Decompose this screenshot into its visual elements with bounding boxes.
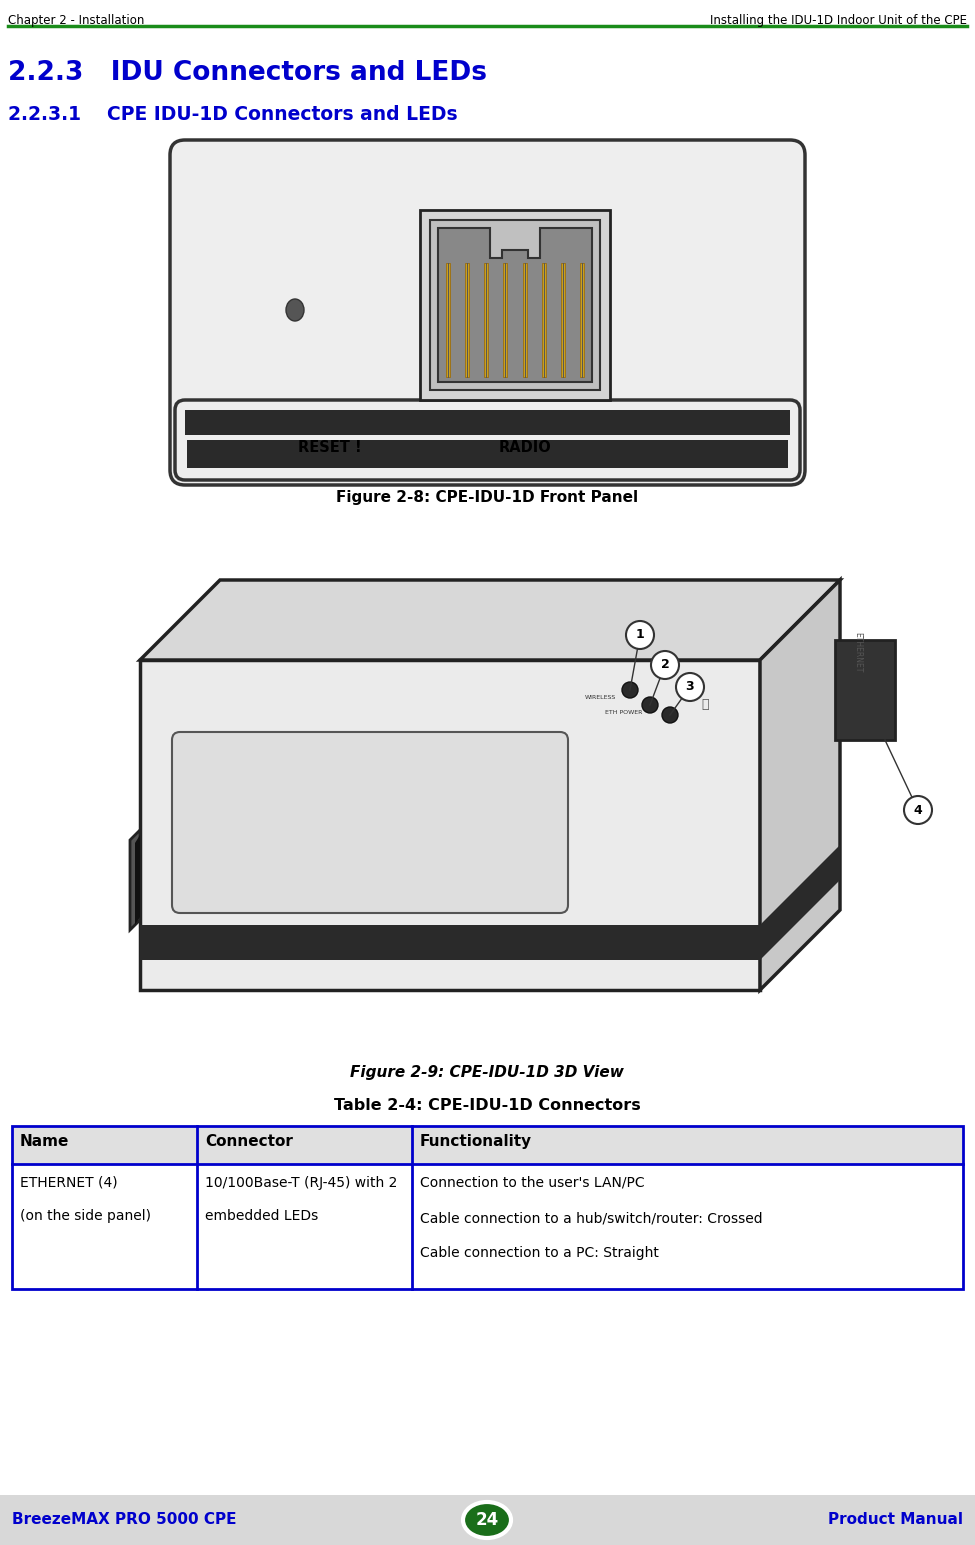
Bar <box>485 263 488 377</box>
Text: Functionality: Functionality <box>420 1134 532 1149</box>
Text: (on the side panel): (on the side panel) <box>20 1210 151 1224</box>
Polygon shape <box>835 640 895 740</box>
Text: Figure 2-8: CPE-IDU-1D Front Panel: Figure 2-8: CPE-IDU-1D Front Panel <box>336 490 638 505</box>
Text: 2: 2 <box>661 658 670 672</box>
Bar <box>580 263 584 377</box>
Polygon shape <box>140 579 840 660</box>
Polygon shape <box>130 830 140 930</box>
Circle shape <box>904 796 932 823</box>
Polygon shape <box>438 229 592 382</box>
Ellipse shape <box>286 300 304 321</box>
Text: WIRELESS: WIRELESS <box>585 695 616 700</box>
Bar <box>446 263 450 377</box>
Polygon shape <box>140 925 760 959</box>
Text: RESET !: RESET ! <box>298 440 362 454</box>
Text: 4: 4 <box>914 803 922 816</box>
Bar <box>185 409 790 436</box>
Bar <box>503 263 507 377</box>
Bar <box>187 440 788 468</box>
Polygon shape <box>760 845 840 959</box>
Text: embedded LEDs: embedded LEDs <box>205 1210 318 1224</box>
Bar <box>0 1496 975 1545</box>
Text: Product Manual: Product Manual <box>828 1513 963 1528</box>
Bar <box>523 263 526 377</box>
Bar <box>430 219 600 389</box>
Bar <box>561 263 565 377</box>
Bar <box>542 263 546 377</box>
Text: BreezeMAX PRO 5000 CPE: BreezeMAX PRO 5000 CPE <box>12 1513 237 1528</box>
Text: 10/100Base-T (RJ-45) with 2: 10/100Base-T (RJ-45) with 2 <box>205 1176 398 1190</box>
Circle shape <box>651 650 679 678</box>
Text: 1: 1 <box>636 629 644 641</box>
Text: Figure 2-9: CPE-IDU-1D 3D View: Figure 2-9: CPE-IDU-1D 3D View <box>350 1065 624 1080</box>
Text: Installing the IDU-1D Indoor Unit of the CPE: Installing the IDU-1D Indoor Unit of the… <box>710 14 967 26</box>
Text: RADIO: RADIO <box>498 440 552 454</box>
FancyBboxPatch shape <box>172 732 568 913</box>
Circle shape <box>662 708 678 723</box>
Bar <box>12 1126 963 1163</box>
FancyBboxPatch shape <box>420 210 610 400</box>
Text: 2.2.3   IDU Connectors and LEDs: 2.2.3 IDU Connectors and LEDs <box>8 60 487 87</box>
Polygon shape <box>140 660 760 990</box>
Text: 3: 3 <box>685 680 694 694</box>
Circle shape <box>626 621 654 649</box>
Polygon shape <box>760 579 840 990</box>
Text: Table 2-4: CPE-IDU-1D Connectors: Table 2-4: CPE-IDU-1D Connectors <box>333 1098 641 1112</box>
Ellipse shape <box>463 1502 511 1537</box>
FancyBboxPatch shape <box>175 400 800 480</box>
Circle shape <box>642 697 658 712</box>
Text: Connector: Connector <box>205 1134 292 1149</box>
Circle shape <box>676 674 704 701</box>
Bar <box>12 1126 963 1289</box>
Text: 24: 24 <box>476 1511 498 1530</box>
Polygon shape <box>135 834 140 925</box>
Text: 2.2.3.1    CPE IDU-1D Connectors and LEDs: 2.2.3.1 CPE IDU-1D Connectors and LEDs <box>8 105 457 124</box>
Text: ETHERNET: ETHERNET <box>853 632 863 672</box>
FancyBboxPatch shape <box>170 141 805 485</box>
Text: Cable connection to a PC: Straight: Cable connection to a PC: Straight <box>420 1245 659 1261</box>
Text: ETHERNET (4): ETHERNET (4) <box>20 1176 118 1190</box>
Text: ETH POWER: ETH POWER <box>605 711 643 715</box>
Text: ⏻: ⏻ <box>701 698 709 711</box>
Text: Cable connection to a hub/switch/router: Crossed: Cable connection to a hub/switch/router:… <box>420 1211 762 1227</box>
Text: Name: Name <box>20 1134 69 1149</box>
Text: Chapter 2 - Installation: Chapter 2 - Installation <box>8 14 144 26</box>
Circle shape <box>622 681 638 698</box>
Bar <box>465 263 469 377</box>
Text: Connection to the user's LAN/PC: Connection to the user's LAN/PC <box>420 1176 644 1190</box>
